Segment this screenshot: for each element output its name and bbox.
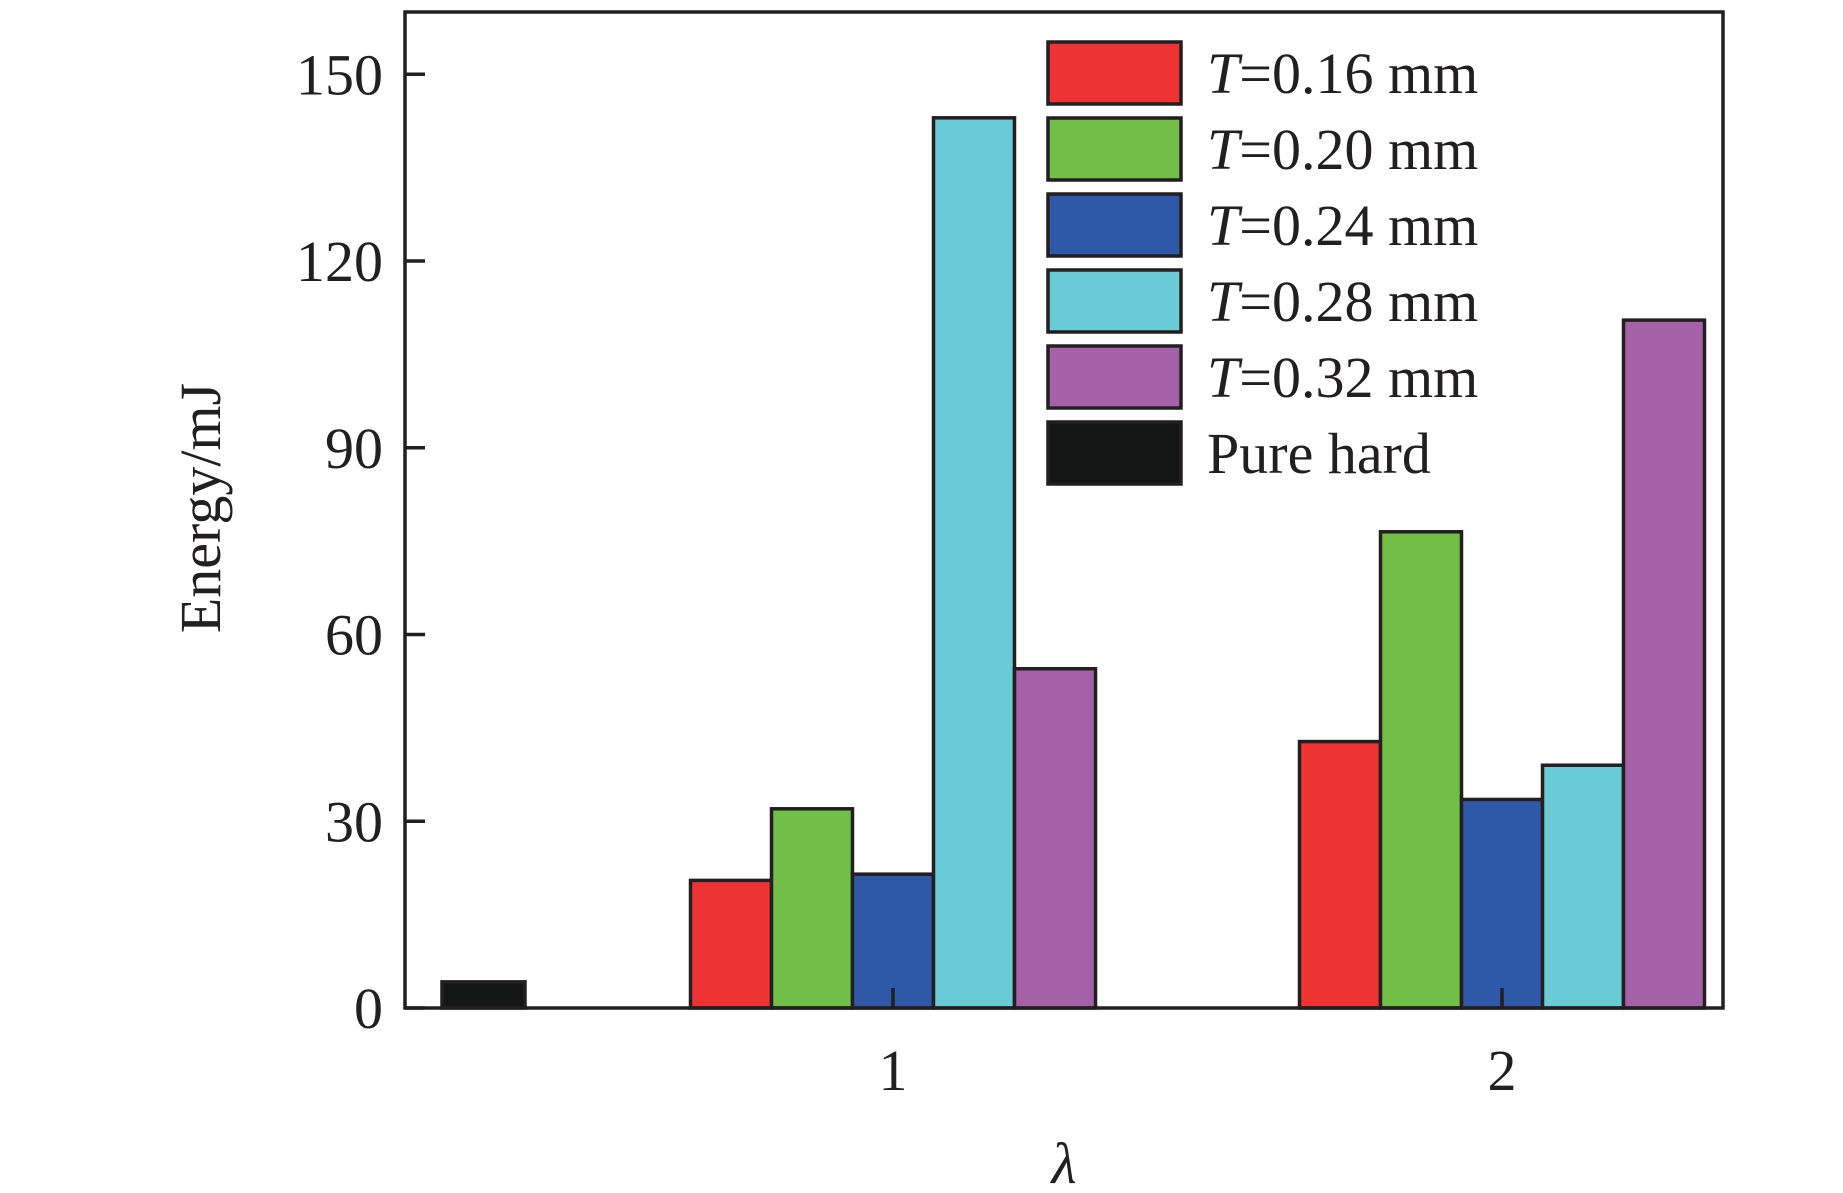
legend-swatch-3 <box>1046 268 1183 334</box>
legend-label-5: Pure hard <box>1207 421 1431 486</box>
bar-series-4-cat-0 <box>1012 666 1098 1010</box>
y-tick-label: 30 <box>325 789 383 854</box>
legend-label-value: =0.28 mm <box>1239 269 1478 334</box>
legend-label-var: T <box>1207 41 1243 106</box>
legend-swatch-2 <box>1046 192 1183 258</box>
legend-label-var: T <box>1207 269 1243 334</box>
legend-label-var: T <box>1207 193 1243 258</box>
y-tick-label: 0 <box>354 976 383 1041</box>
plot-frame <box>403 10 1725 1010</box>
bar-series-1-cat-1 <box>1378 530 1464 1010</box>
legend-swatch-0 <box>1046 40 1183 106</box>
legend-label-var: T <box>1207 345 1243 410</box>
bar-series-4-cat-1 <box>1621 318 1707 1010</box>
legend-swatch-1 <box>1046 116 1183 182</box>
bar-series-2-cat-1 <box>1459 797 1545 1010</box>
bar-series-1-cat-0 <box>769 807 855 1010</box>
legend-label-3: T=0.28 mm <box>1207 269 1478 334</box>
bar-series-0-cat-0 <box>688 878 774 1010</box>
legend-swatch-4 <box>1046 344 1183 410</box>
x-tick-label: 2 <box>1488 1038 1517 1103</box>
x-tick-label: 1 <box>879 1038 908 1103</box>
legend-label-var: T <box>1207 117 1243 182</box>
legend-label-value: =0.16 mm <box>1239 41 1478 106</box>
bar-series-0-cat-1 <box>1297 739 1383 1010</box>
legend-label-1: T=0.20 mm <box>1207 117 1478 182</box>
legend-label-0: T=0.16 mm <box>1207 41 1478 106</box>
legend-label-4: T=0.32 mm <box>1207 345 1478 410</box>
legend: T=0.16 mmT=0.20 mmT=0.24 mmT=0.28 mmT=0.… <box>1046 40 1478 486</box>
y-tick-label: 60 <box>325 603 383 668</box>
legend-label-2: T=0.24 mm <box>1207 193 1478 258</box>
y-tick-label: 90 <box>325 416 383 481</box>
bar-pure-hard <box>440 980 527 1010</box>
legend-swatch-5 <box>1046 420 1183 486</box>
y-axis-title: Energy/mJ <box>168 383 233 633</box>
legend-label-value: =0.20 mm <box>1239 117 1478 182</box>
y-tick-label: 150 <box>296 42 383 107</box>
bar-series-2-cat-0 <box>850 872 936 1010</box>
bar-series-3-cat-0 <box>931 116 1017 1010</box>
x-axis-title: λ <box>1049 1131 1076 1193</box>
y-axis: 0 30 60 90 120 150 <box>296 42 425 1041</box>
y-tick-label: 120 <box>296 229 383 294</box>
legend-label-value: =0.24 mm <box>1239 193 1478 258</box>
legend-label-value: =0.32 mm <box>1239 345 1478 410</box>
bars-layer <box>440 116 1707 1010</box>
bar-series-3-cat-1 <box>1540 763 1626 1010</box>
